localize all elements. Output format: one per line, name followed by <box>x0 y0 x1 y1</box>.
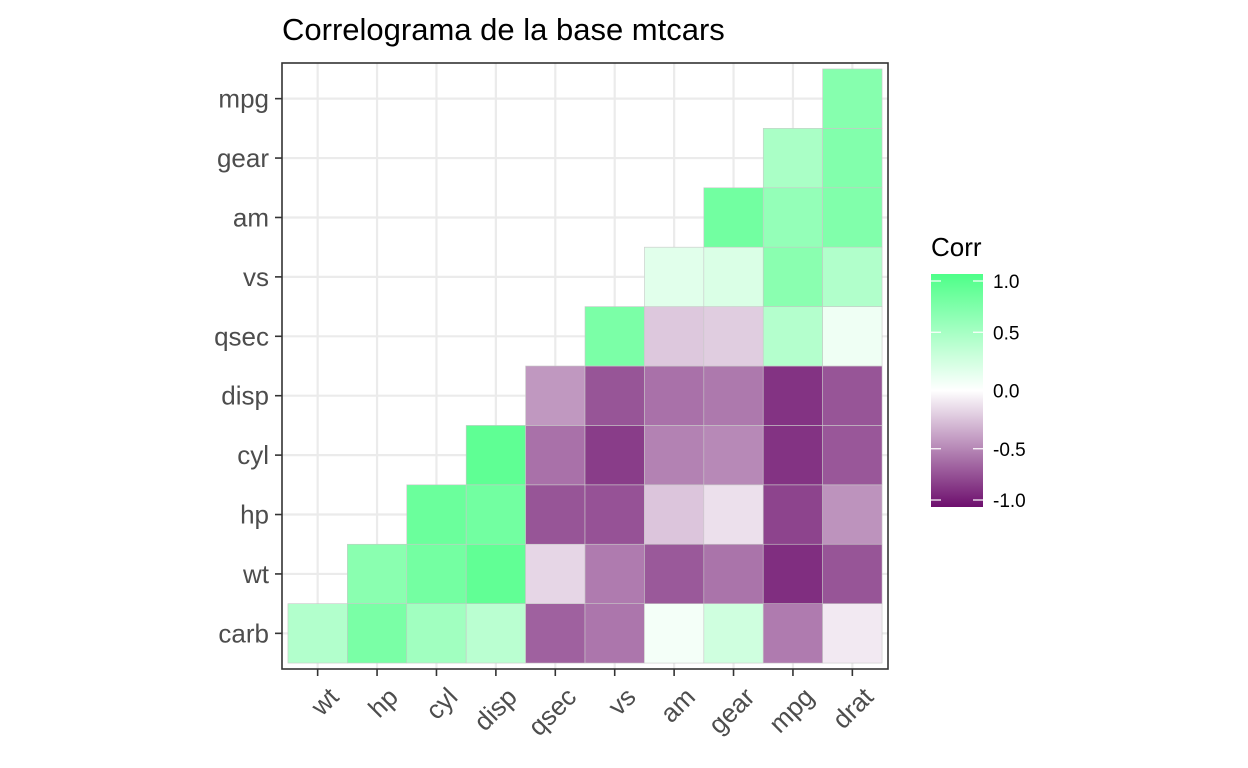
heatmap-cell <box>584 365 645 426</box>
x-tick-label: qsec <box>522 682 582 742</box>
heatmap-cell <box>762 128 823 189</box>
heatmap-cell <box>347 543 408 604</box>
heatmap-cell <box>406 484 467 545</box>
legend-label: 0.5 <box>993 323 1019 344</box>
heatmap-cell <box>822 603 883 664</box>
legend-label: 0.0 <box>993 382 1019 403</box>
heatmap-cell <box>644 603 705 664</box>
heatmap-cell <box>822 543 883 604</box>
panel-border <box>281 62 889 670</box>
heatmap-cell <box>525 543 586 604</box>
x-tick-label: gear <box>702 681 760 739</box>
y-tick-label: qsec <box>214 321 269 351</box>
legend-title: Corr <box>931 232 982 262</box>
y-tick-label: gear <box>217 143 269 173</box>
legend: Corr 1.0 0.5 0.0 -0.5 -1.0 <box>931 232 1026 512</box>
legend-label: -1.0 <box>993 491 1026 512</box>
heatmap-cell <box>584 425 645 486</box>
y-tick-label: disp <box>221 381 269 411</box>
heatmap-cell <box>703 246 764 307</box>
heatmap-cell <box>465 543 526 604</box>
heatmap-cell <box>584 306 645 367</box>
x-tick-label: disp <box>468 682 523 737</box>
heatmap-cell <box>762 246 823 307</box>
x-tick-label: mpg <box>763 682 820 739</box>
x-tick-label: drat <box>826 681 879 734</box>
y-tick-label: wt <box>242 559 270 589</box>
heatmap-cell <box>525 365 586 426</box>
y-tick-label: vs <box>243 262 269 292</box>
heatmap-cell <box>762 603 823 664</box>
heatmap-cell <box>644 425 705 486</box>
heatmap-cell <box>644 306 705 367</box>
heatmap-cell <box>822 365 883 426</box>
x-tick-label: hp <box>362 682 404 724</box>
heatmap-cell <box>762 425 823 486</box>
heatmap-cell <box>406 603 467 664</box>
heatmap-cell <box>822 68 883 129</box>
heatmap-cell <box>703 306 764 367</box>
heatmap-cell <box>465 484 526 545</box>
heatmap-cell <box>822 425 883 486</box>
heatmap-cell <box>525 484 586 545</box>
x-tick-label: cyl <box>420 682 464 726</box>
heatmap-cell <box>525 603 586 664</box>
heatmap-cell <box>822 128 883 189</box>
heatmap-cell <box>703 187 764 248</box>
y-axis: carb wt hp cyl disp qsec vs am gear mpg <box>214 84 282 648</box>
heatmap-cell <box>584 603 645 664</box>
x-axis: wt hp cyl disp qsec vs am gear mpg drat <box>304 669 880 742</box>
heatmap-cell <box>822 306 883 367</box>
x-tick-label: am <box>654 682 701 729</box>
legend-label: 1.0 <box>993 272 1019 293</box>
heatmap-cell <box>762 484 823 545</box>
heatmap-cell <box>584 484 645 545</box>
heatmap-cell <box>465 425 526 486</box>
heatmap-cell <box>287 603 348 664</box>
heatmap-cell <box>703 603 764 664</box>
heatmap-cell <box>584 543 645 604</box>
heatmap-cell <box>644 543 705 604</box>
heatmap-cell <box>644 365 705 426</box>
heatmap-cell <box>762 306 823 367</box>
legend-label: -0.5 <box>993 440 1026 461</box>
heatmap-cell <box>406 543 467 604</box>
heatmap-cell <box>703 425 764 486</box>
x-tick-label: wt <box>304 681 345 722</box>
heatmap-cell <box>703 543 764 604</box>
y-tick-label: cyl <box>237 440 269 470</box>
heatmap-cell <box>525 425 586 486</box>
heatmap-cell <box>762 187 823 248</box>
heatmap-cell <box>703 365 764 426</box>
y-tick-label: hp <box>240 500 269 530</box>
chart-title: Correlograma de la base mtcars <box>282 12 725 47</box>
y-tick-label: am <box>233 202 269 232</box>
heatmap-cells <box>287 68 883 664</box>
heatmap-cell <box>644 246 705 307</box>
x-tick-label: vs <box>602 682 642 722</box>
y-tick-label: mpg <box>218 84 269 114</box>
heatmap-cell <box>644 484 705 545</box>
heatmap-cell <box>762 365 823 426</box>
heatmap-cell <box>465 603 526 664</box>
heatmap-cell <box>703 484 764 545</box>
heatmap-cell <box>347 603 408 664</box>
y-tick-label: carb <box>218 618 269 648</box>
heatmap-cell <box>822 246 883 307</box>
heatmap-cell <box>822 187 883 248</box>
heatmap-cell <box>762 543 823 604</box>
heatmap-cell <box>822 484 883 545</box>
